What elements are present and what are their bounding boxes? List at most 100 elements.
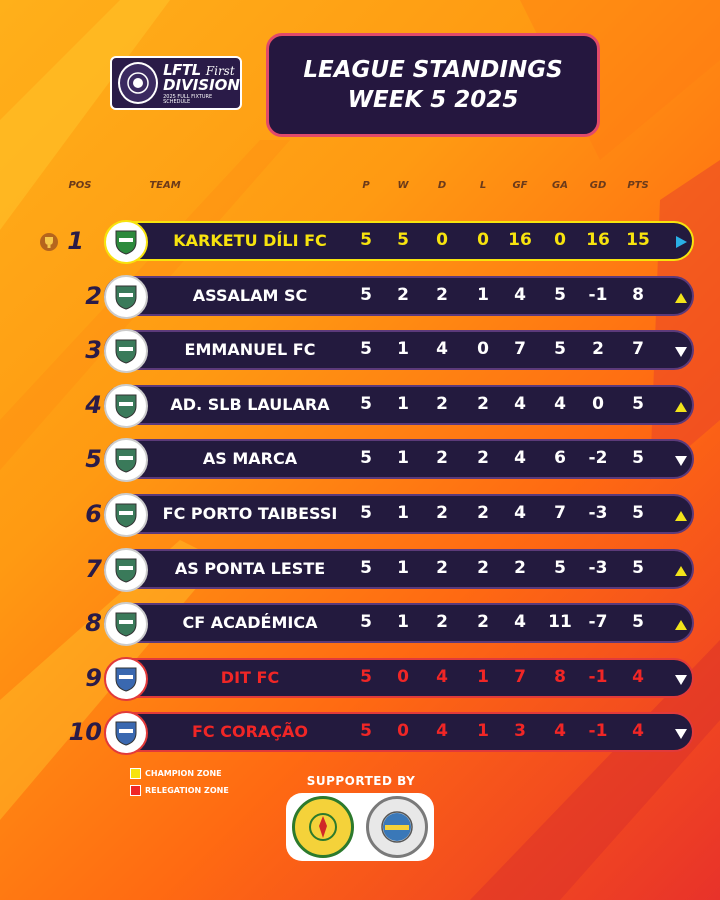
table-row: 6 FC PORTO TAIBESSI 5 1 2 2 4 7 -3 5 (0, 492, 720, 538)
team-name: AS MARCA (202, 449, 298, 469)
table-row: 5 AS MARCA 5 1 2 2 4 6 -2 5 (0, 437, 720, 483)
league-seal-icon (118, 62, 159, 104)
title-banner: LEAGUE STANDINGS WEEK 5 2025 (266, 33, 600, 137)
stat-gf: 3 (514, 721, 526, 742)
zone-legend: CHAMPION ZONE RELEGATION ZONE (130, 768, 229, 802)
champion-zone-swatch (130, 768, 141, 779)
stat-gd: 2 (592, 339, 604, 360)
trend-down-icon (674, 343, 688, 362)
row-bar (104, 330, 694, 371)
stat-pts: 5 (632, 612, 644, 633)
stat-w: 1 (397, 339, 409, 360)
position: 6 (85, 500, 102, 528)
stat-gf: 4 (514, 612, 526, 633)
team-crest-icon (104, 656, 148, 701)
stat-p: 5 (360, 339, 372, 360)
stat-ga: 5 (554, 557, 566, 578)
stat-d: 2 (436, 612, 448, 633)
row-bar (104, 657, 694, 698)
col-pos: POS (68, 180, 92, 191)
stat-w: 2 (397, 284, 409, 305)
table-row: 9 DIT FC 5 0 4 1 7 8 -1 4 (0, 656, 720, 702)
title-line-1: LEAGUE STANDINGS (303, 57, 563, 83)
stat-gd: -3 (588, 503, 608, 523)
stat-w: 1 (397, 393, 409, 414)
stat-d: 2 (436, 557, 448, 578)
position: 7 (85, 554, 102, 583)
stat-gd: -1 (588, 666, 608, 687)
team-name: CF ACADÉMICA (182, 613, 318, 633)
title-line-2: WEEK 5 2025 (347, 87, 519, 113)
stat-w: 0 (397, 721, 409, 742)
stat-gd: -3 (588, 557, 608, 578)
stat-l: 2 (477, 503, 489, 523)
stat-pts: 5 (632, 557, 644, 578)
table-row: 2 ASSALAM SC 5 2 2 1 4 5 -1 8 (0, 274, 720, 320)
team-crest-icon (104, 438, 148, 483)
stat-gd: -1 (588, 284, 608, 305)
team-name: ASSALAM SC (192, 285, 308, 305)
table-row: 4 AD. SLB LAULARA 5 1 2 2 4 4 0 5 (0, 383, 720, 429)
stat-w: 1 (397, 557, 409, 578)
logo-subtitle: 2025 FULL FIXTURE SCHEDULE (163, 93, 213, 105)
stat-ga: 4 (554, 721, 566, 742)
stat-l: 1 (477, 284, 489, 305)
team-name: EMMANUEL FC (184, 340, 316, 360)
col-ga: GA (552, 180, 568, 191)
table-row: 10 FC CORAÇÃO 5 0 4 1 3 4 -1 4 (0, 710, 720, 756)
relegation-zone-swatch (130, 785, 141, 796)
stat-gf: 4 (514, 284, 526, 305)
stat-pts: 5 (632, 393, 644, 414)
stat-gd: -2 (588, 448, 608, 469)
stat-ga: 8 (554, 666, 566, 687)
relegation-zone-label: RELEGATION ZONE (145, 786, 229, 795)
col-pts: PTS (627, 180, 649, 191)
table-row: 7 AS PONTA LESTE 5 1 2 2 2 5 -3 5 (0, 547, 720, 593)
stat-w: 1 (397, 612, 409, 633)
stat-p: 5 (360, 612, 372, 633)
trend-down-icon (674, 452, 688, 471)
trend-up-icon (674, 616, 688, 635)
stat-w: 0 (397, 666, 409, 687)
table-header: POS TEAM P W D L GF GA GD PTS (0, 180, 720, 194)
stat-gf: 7 (514, 666, 526, 687)
row-bar (104, 275, 694, 316)
stat-ga: 5 (554, 339, 566, 360)
stat-l: 2 (477, 557, 489, 578)
stat-gf: 16 (508, 230, 532, 250)
stat-l: 1 (477, 666, 489, 687)
stat-l: 2 (477, 448, 489, 469)
position: 1 (67, 227, 84, 255)
sponsor-seal-1-icon (292, 796, 354, 858)
stat-gf: 4 (514, 503, 526, 523)
col-team: TEAM (149, 180, 181, 191)
col-p: P (362, 180, 370, 191)
trend-down-icon (674, 671, 688, 690)
stat-pts: 4 (632, 666, 644, 687)
row-bar (104, 221, 694, 261)
position: 9 (85, 663, 102, 692)
stat-l: 2 (477, 612, 489, 633)
team-crest-icon (104, 383, 148, 428)
stat-d: 4 (436, 721, 448, 742)
stat-gf: 4 (514, 448, 526, 469)
team-crest-icon (104, 493, 148, 537)
stat-w: 1 (397, 448, 409, 469)
logo-first: First (205, 63, 235, 78)
stat-p: 5 (360, 393, 372, 414)
stat-p: 5 (360, 284, 372, 305)
team-crest-icon (104, 274, 148, 319)
stat-d: 4 (436, 339, 448, 360)
stat-gf: 7 (514, 339, 526, 360)
stat-p: 5 (360, 557, 372, 578)
stat-pts: 4 (632, 721, 644, 742)
table-row: 3 EMMANUEL FC 5 1 4 0 7 5 2 7 (0, 328, 720, 374)
logo-main: LFTL (163, 60, 201, 79)
position: 10 (68, 718, 102, 747)
logo-division: DIVISION (163, 75, 240, 94)
row-bar (104, 603, 694, 644)
table-row: 1 KARKETU DÍLI FC 5 5 0 0 16 0 16 15 (0, 219, 720, 265)
stat-p: 5 (360, 666, 372, 687)
team-name: KARKETU DÍLI FC (173, 231, 327, 250)
stat-pts: 8 (632, 284, 644, 305)
